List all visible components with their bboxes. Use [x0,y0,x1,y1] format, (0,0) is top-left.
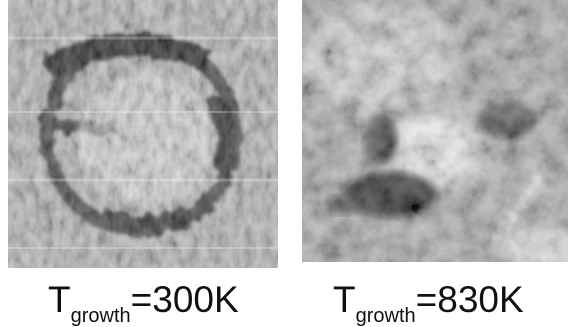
caption-left-subscript: growth [70,305,131,327]
caption-right: Tgrowth=830K [333,279,524,326]
micrograph-right [302,0,568,262]
caption-left-value: =300K [130,279,239,320]
caption-right-value: =830K [415,279,524,320]
caption-left: Tgrowth=300K [48,279,239,326]
micrograph-left [8,0,278,268]
caption-right-main: T [333,279,356,320]
caption-left-main: T [48,279,71,320]
micrograph-right-image [302,0,568,262]
caption-right-subscript: growth [355,305,416,327]
micrograph-left-image [8,0,278,268]
